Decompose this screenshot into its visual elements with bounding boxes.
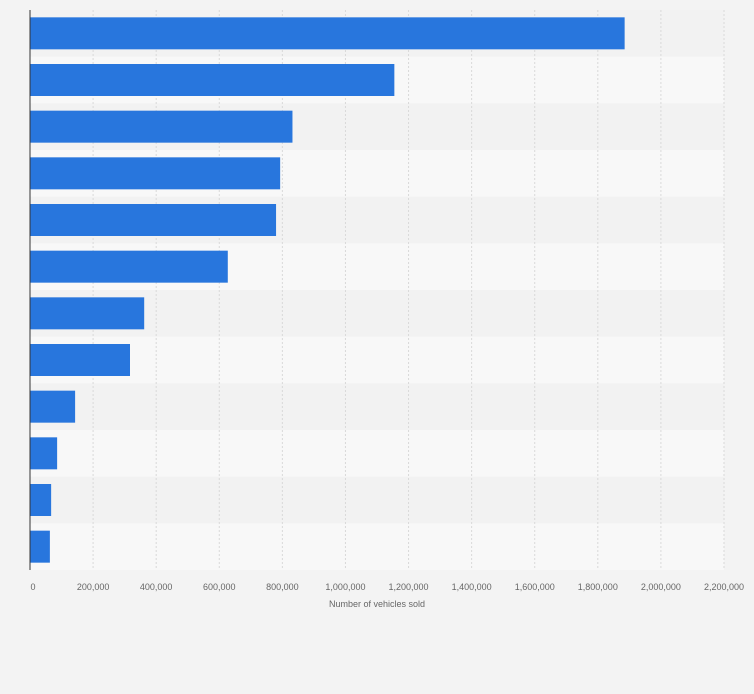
row-band — [30, 430, 724, 477]
x-axis-label: Number of vehicles sold — [329, 599, 425, 609]
x-tick-label: 2,200,000 — [704, 582, 744, 592]
x-tick-label: 600,000 — [203, 582, 236, 592]
row-band — [30, 336, 724, 384]
row-band — [30, 523, 724, 570]
x-tick-label: 1,200,000 — [389, 582, 429, 592]
bar[interactable] — [30, 297, 145, 330]
bar[interactable] — [30, 157, 281, 190]
x-tick-label: 0 — [30, 582, 35, 592]
row-band — [30, 476, 724, 524]
x-tick-label: 800,000 — [266, 582, 299, 592]
bar[interactable] — [30, 250, 228, 283]
bar[interactable] — [30, 17, 625, 50]
bar[interactable] — [30, 110, 293, 143]
x-tick-label: 1,800,000 — [578, 582, 618, 592]
bar[interactable] — [30, 437, 58, 470]
x-tick-label: 1,400,000 — [452, 582, 492, 592]
row-band — [30, 290, 724, 337]
x-tick-label: 1,000,000 — [325, 582, 365, 592]
x-tick-label: 400,000 — [140, 582, 173, 592]
bar[interactable] — [30, 64, 395, 96]
x-tick-label: 200,000 — [77, 582, 110, 592]
x-tick-labels: 0 200,000 400,000 600,000 800,000 1,000,000 1,… — [30, 582, 744, 592]
bar[interactable] — [30, 530, 50, 563]
bar[interactable] — [30, 344, 130, 376]
row-band — [30, 383, 724, 430]
bar[interactable] — [30, 390, 76, 423]
gridlines — [92, 10, 725, 570]
x-tick-label: 1,600,000 — [515, 582, 555, 592]
x-tick-label: 2,000,000 — [641, 582, 681, 592]
bars — [30, 17, 625, 563]
bar[interactable] — [30, 484, 52, 516]
bar[interactable] — [30, 204, 277, 236]
